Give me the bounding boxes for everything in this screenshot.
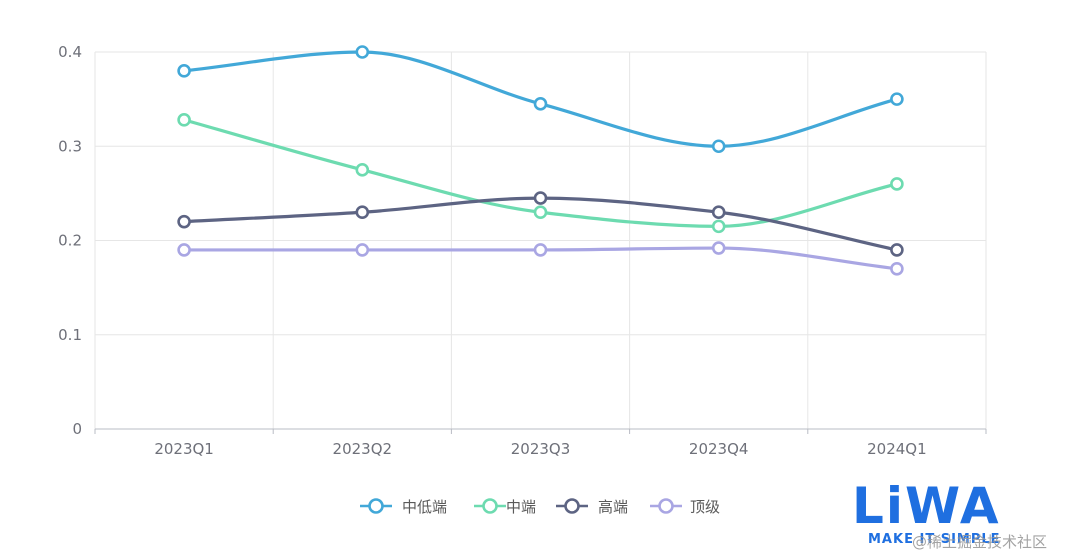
- liwa-logo: LiWA MAKE IT SIMPLE: [852, 480, 1052, 552]
- legend-marker: [368, 498, 384, 514]
- legend-marker: [658, 498, 674, 514]
- y-tick-label: 0.1: [58, 326, 82, 344]
- grid: [94, 51, 987, 429]
- x-tick-label: 2023Q2: [333, 440, 393, 458]
- legend-label: 中低端: [402, 498, 447, 516]
- series-group: [177, 191, 904, 257]
- data-point: [711, 205, 726, 220]
- data-point: [533, 191, 548, 205]
- x-tick-label: 2023Q1: [154, 440, 214, 458]
- data-point: [355, 243, 370, 257]
- series-group: [177, 113, 904, 234]
- data-point: [890, 261, 904, 276]
- logo-tagline: MAKE IT SIMPLE: [868, 532, 1001, 547]
- data-point: [890, 177, 904, 191]
- legend-marker: [564, 498, 580, 514]
- data-point: [533, 205, 548, 220]
- data-point: [533, 97, 548, 111]
- data-point: [177, 113, 191, 127]
- data-point: [177, 64, 191, 78]
- data-point: [890, 92, 904, 106]
- data-point: [711, 241, 726, 255]
- data-point: [177, 243, 191, 257]
- data-point: [177, 214, 191, 229]
- series-group: [177, 241, 904, 276]
- x-tick-label: 2023Q3: [511, 440, 571, 458]
- legend-label: 中端: [506, 498, 536, 516]
- data-point: [355, 45, 370, 59]
- legend-label: 高端: [598, 498, 628, 516]
- legend-marker: [482, 498, 498, 514]
- y-tick-label: 0.2: [58, 232, 82, 250]
- y-tick-label: 0.3: [58, 137, 82, 155]
- y-tick-label: 0: [72, 420, 82, 438]
- data-point: [533, 243, 548, 257]
- data-point: [355, 205, 370, 220]
- legend: 中低端 中端 高端 顶级: [360, 498, 720, 516]
- data-point: [355, 163, 370, 177]
- watermark: @稀土掘金技术社区: [912, 533, 1048, 551]
- x-tick-label: 2024Q1: [867, 440, 927, 458]
- data-point: [890, 243, 904, 257]
- y-tick-label: 0.4: [58, 43, 82, 61]
- data-point: [711, 219, 726, 234]
- logo-wordmark: LiWA: [852, 477, 1001, 535]
- legend-label: 顶级: [690, 498, 720, 516]
- data-point: [711, 139, 726, 154]
- series-group: [177, 45, 904, 154]
- x-tick-label: 2023Q4: [689, 440, 749, 458]
